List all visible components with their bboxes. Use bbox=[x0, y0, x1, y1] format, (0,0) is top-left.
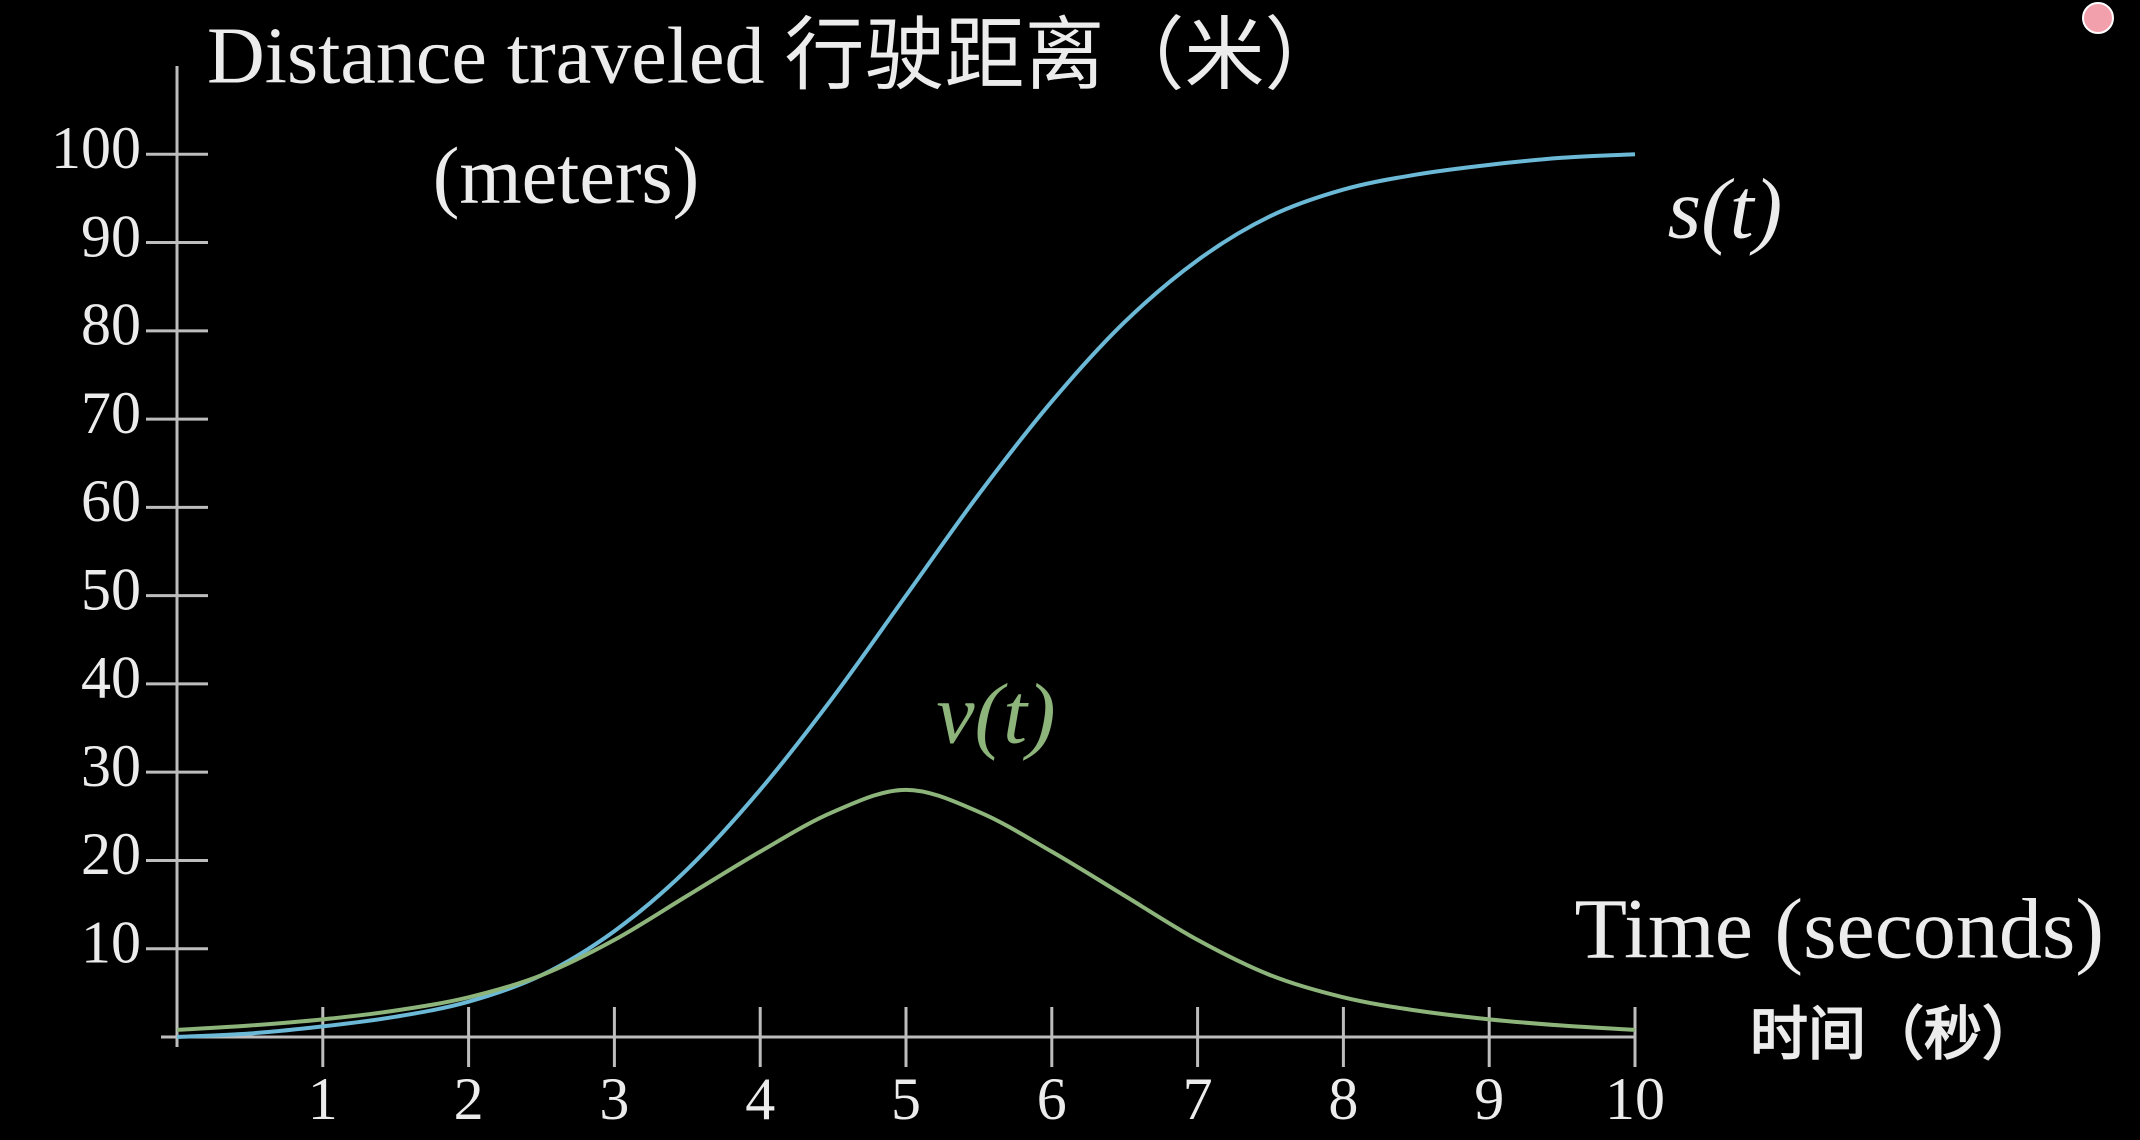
y-tick-label: 90 bbox=[81, 203, 141, 269]
x-tick-label: 6 bbox=[1037, 1066, 1067, 1132]
x-axis-label-cn: 时间（秒） bbox=[1750, 1000, 2040, 1068]
x-tick-label: 10 bbox=[1605, 1066, 1665, 1132]
avatar-icon[interactable] bbox=[2082, 2, 2114, 34]
series-label: v(t) bbox=[936, 666, 1055, 762]
x-tick-label: 1 bbox=[308, 1066, 338, 1132]
x-tick-label: 4 bbox=[745, 1066, 775, 1132]
y-tick-label: 20 bbox=[81, 821, 141, 887]
x-tick-label: 5 bbox=[891, 1066, 921, 1132]
y-tick-label: 60 bbox=[81, 468, 141, 534]
y-tick-label: 70 bbox=[81, 380, 141, 446]
y-tick-label: 10 bbox=[81, 909, 141, 975]
y-tick-label: 50 bbox=[81, 556, 141, 622]
x-tick-label: 8 bbox=[1328, 1066, 1358, 1132]
y-tick-label: 30 bbox=[81, 733, 141, 799]
series-label: s(t) bbox=[1668, 161, 1783, 257]
y-tick-label: 40 bbox=[81, 645, 141, 711]
chart-subtitle: (meters) bbox=[433, 132, 700, 220]
x-axis-label: Time (seconds) bbox=[1574, 881, 2104, 977]
series-line bbox=[176, 152, 1636, 1039]
x-tick-label: 3 bbox=[599, 1066, 629, 1132]
x-tick-label: 9 bbox=[1474, 1066, 1504, 1132]
y-tick-label: 80 bbox=[81, 292, 141, 358]
y-tick-label: 100 bbox=[51, 115, 141, 181]
series-line bbox=[176, 787, 1636, 1032]
chart-title: Distance traveled 行驶距离（米） bbox=[207, 12, 1345, 100]
x-tick-label: 2 bbox=[454, 1066, 484, 1132]
x-tick-label: 7 bbox=[1183, 1066, 1213, 1132]
